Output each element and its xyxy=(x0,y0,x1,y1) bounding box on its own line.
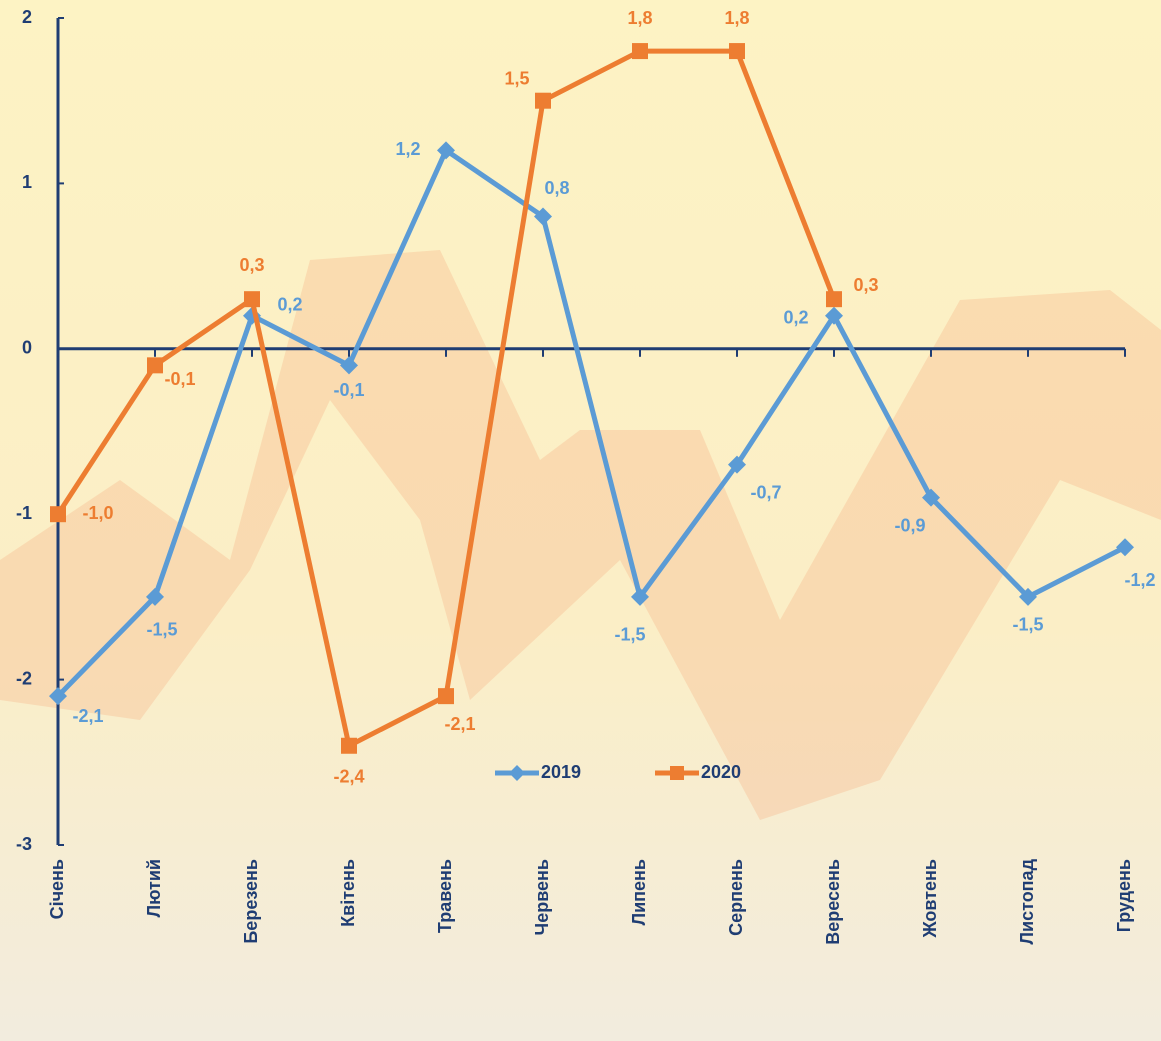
x-tick-label: Лютий xyxy=(144,859,164,918)
background-shape xyxy=(0,250,1161,820)
point xyxy=(631,587,649,606)
point xyxy=(50,506,66,523)
legend-label: 2020 xyxy=(701,762,741,782)
point xyxy=(147,357,163,374)
data-label: 0,2 xyxy=(783,307,808,327)
y-tick-label: 0 xyxy=(22,338,32,358)
point xyxy=(341,737,357,754)
x-tick-label: Липень xyxy=(629,859,649,926)
x-tick-label: Квітень xyxy=(338,859,358,927)
data-label: 1,8 xyxy=(627,8,652,28)
data-label: 0,3 xyxy=(853,275,878,295)
point xyxy=(728,455,746,474)
x-tick-label: Грудень xyxy=(1114,859,1134,932)
data-label: 1,5 xyxy=(504,68,529,88)
x-tick-label: Серпень xyxy=(726,859,746,936)
x-tick-label: Жовтень xyxy=(920,859,940,939)
point xyxy=(922,488,940,507)
x-tick-label: Вересень xyxy=(823,859,843,945)
data-label: -2,1 xyxy=(72,706,103,726)
point xyxy=(632,43,648,60)
series-line xyxy=(56,147,1127,698)
data-label: 1,2 xyxy=(395,139,420,159)
data-label: -1,2 xyxy=(1124,570,1155,590)
point xyxy=(146,587,164,606)
point xyxy=(437,141,455,160)
y-tick-label: 1 xyxy=(22,172,32,192)
point xyxy=(534,207,552,226)
data-label: -1,5 xyxy=(614,625,645,645)
data-label: -2,1 xyxy=(444,714,475,734)
point xyxy=(1019,587,1037,606)
y-tick-label: -3 xyxy=(16,834,32,854)
data-label: -0,7 xyxy=(750,482,781,502)
data-label: -0,9 xyxy=(894,515,925,535)
legend-label: 2019 xyxy=(541,762,581,782)
data-label: -1,5 xyxy=(1012,615,1043,635)
data-label: -0,1 xyxy=(164,369,195,389)
point xyxy=(244,291,260,308)
point xyxy=(1116,538,1134,557)
point xyxy=(825,306,843,325)
data-label: -0,1 xyxy=(333,380,364,400)
x-tick-label: Березень xyxy=(241,859,261,944)
y-tick-label: -2 xyxy=(16,668,32,688)
data-label: 1,8 xyxy=(724,8,749,28)
legend-marker xyxy=(509,765,525,781)
point xyxy=(340,356,358,375)
y-tick-label: 2 xyxy=(22,7,32,27)
legend-marker xyxy=(670,766,684,780)
x-tick-label: Листопад xyxy=(1017,858,1037,944)
point xyxy=(535,92,551,109)
x-tick-label: Травень xyxy=(435,859,455,933)
point xyxy=(438,688,454,705)
x-tick-label: Січень xyxy=(47,859,67,919)
data-label: -1,5 xyxy=(146,620,177,640)
data-label: -1,0 xyxy=(82,503,113,523)
point xyxy=(49,687,67,706)
y-tick-label: -1 xyxy=(16,503,32,523)
point xyxy=(729,43,745,60)
x-tick-label: Червень xyxy=(532,859,552,935)
data-label: 0,2 xyxy=(277,294,302,314)
data-label: 0,3 xyxy=(239,255,264,275)
data-label: 0,8 xyxy=(544,178,569,198)
point xyxy=(826,291,842,308)
data-label: -2,4 xyxy=(333,767,364,787)
